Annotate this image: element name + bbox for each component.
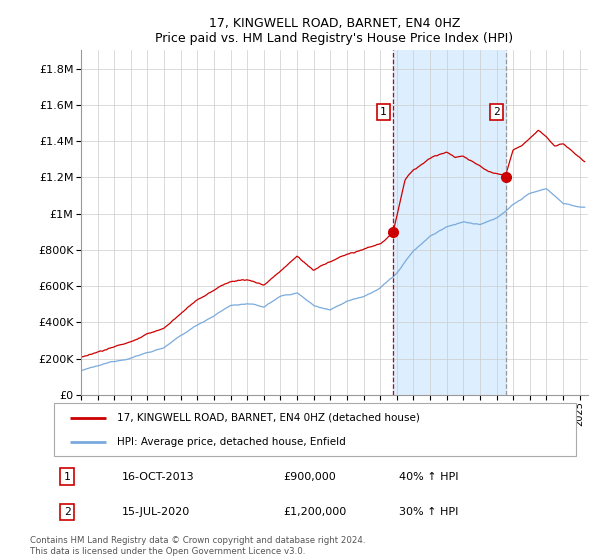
Text: £900,000: £900,000 [284,472,337,482]
Text: 1: 1 [64,472,70,482]
Text: 16-OCT-2013: 16-OCT-2013 [122,472,194,482]
Text: 1: 1 [380,107,387,117]
Text: Contains HM Land Registry data © Crown copyright and database right 2024.
This d: Contains HM Land Registry data © Crown c… [30,536,365,556]
Title: 17, KINGWELL ROAD, BARNET, EN4 0HZ
Price paid vs. HM Land Registry's House Price: 17, KINGWELL ROAD, BARNET, EN4 0HZ Price… [155,17,514,45]
Text: HPI: Average price, detached house, Enfield: HPI: Average price, detached house, Enfi… [116,437,346,447]
Text: 17, KINGWELL ROAD, BARNET, EN4 0HZ (detached house): 17, KINGWELL ROAD, BARNET, EN4 0HZ (deta… [116,413,419,423]
Text: 40% ↑ HPI: 40% ↑ HPI [398,472,458,482]
Bar [394,50,506,395]
Text: 30% ↑ HPI: 30% ↑ HPI [398,507,458,517]
FancyBboxPatch shape [54,403,576,456]
Text: 2: 2 [493,107,500,117]
Text: £1,200,000: £1,200,000 [284,507,347,517]
Text: 15-JUL-2020: 15-JUL-2020 [122,507,190,517]
Text: 2: 2 [64,507,70,517]
